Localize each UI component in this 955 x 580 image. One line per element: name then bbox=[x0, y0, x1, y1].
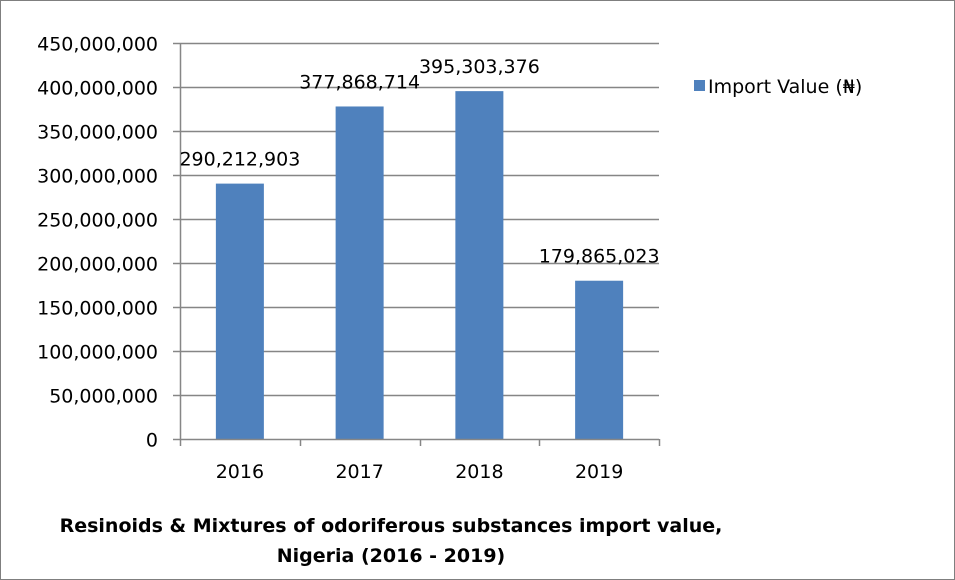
y-tick-label: 450,000,000 bbox=[37, 34, 158, 56]
y-tick-label: 350,000,000 bbox=[37, 122, 158, 144]
bar-2016 bbox=[215, 183, 264, 439]
axes: 0 50,000,000 100,000,000 150,000,000 200,000… bbox=[37, 34, 661, 483]
bar-2018 bbox=[455, 91, 504, 439]
y-tick-label: 250,000,000 bbox=[37, 210, 158, 232]
y-tick-label: 150,000,000 bbox=[37, 298, 158, 320]
chart-title-line-2: Nigeria (2016 - 2019) bbox=[276, 545, 506, 567]
chart-title-line-1: Resinoids & Mixtures of odoriferous subs… bbox=[59, 515, 723, 537]
y-tick-label: 200,000,000 bbox=[37, 254, 158, 276]
chart-title: Resinoids & Mixtures of odoriferous subs… bbox=[1, 511, 781, 571]
data-label: 377,868,714 bbox=[299, 71, 420, 93]
y-tick-label: 50,000,000 bbox=[49, 386, 158, 408]
data-label: 179,865,023 bbox=[539, 246, 660, 268]
data-label: 395,303,376 bbox=[419, 56, 540, 78]
bars bbox=[215, 91, 624, 440]
legend-swatch bbox=[694, 80, 705, 91]
bar-2019 bbox=[575, 280, 624, 439]
bar-2017 bbox=[335, 106, 384, 440]
legend: Import Value (₦) bbox=[694, 76, 862, 98]
x-tick-label: 2018 bbox=[455, 461, 503, 483]
y-tick-label: 0 bbox=[146, 430, 158, 452]
x-tick-label: 2019 bbox=[575, 461, 623, 483]
y-tick-label: 400,000,000 bbox=[37, 78, 158, 100]
y-tick-label: 300,000,000 bbox=[37, 166, 158, 188]
data-label: 290,212,903 bbox=[179, 149, 300, 171]
y-tick-label: 100,000,000 bbox=[37, 342, 158, 364]
x-tick-label: 2016 bbox=[216, 461, 264, 483]
legend-label: Import Value (₦) bbox=[708, 76, 862, 98]
x-tick-label: 2017 bbox=[335, 461, 383, 483]
